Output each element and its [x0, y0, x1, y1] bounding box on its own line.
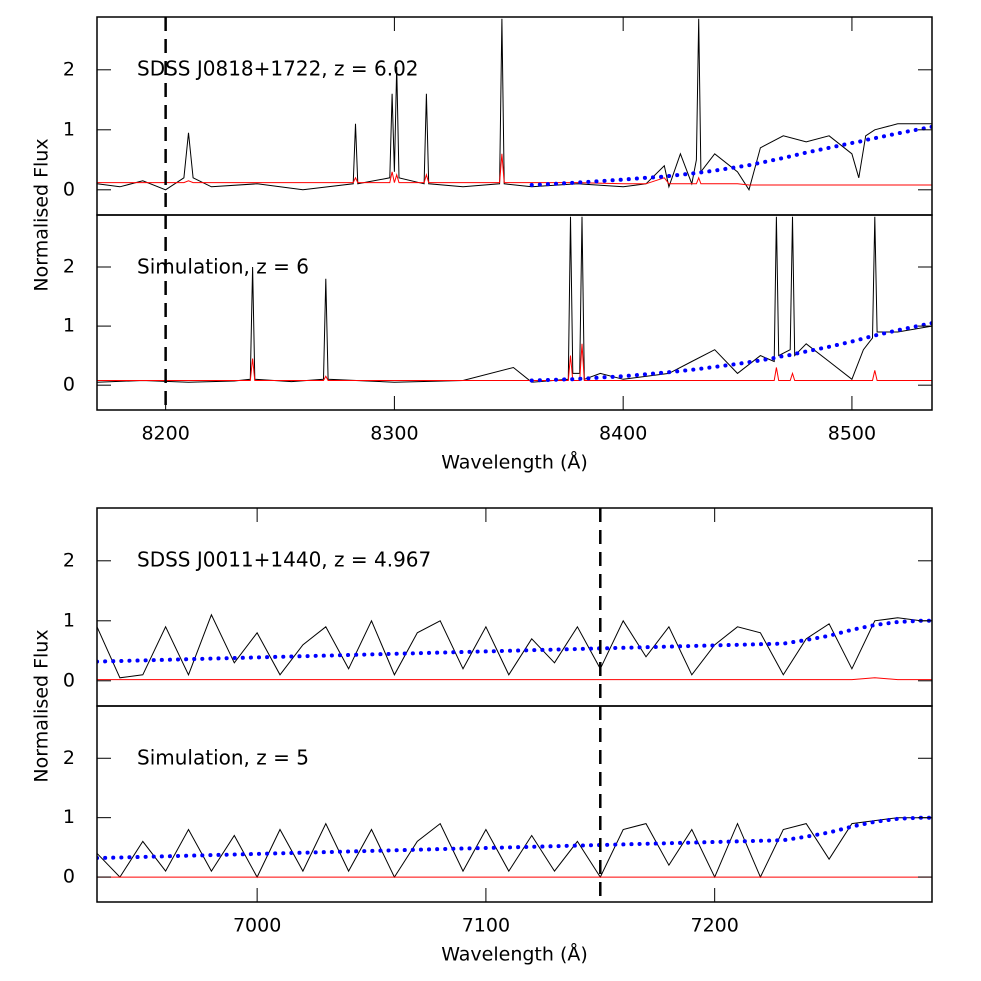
x-tick-label: 8300	[370, 423, 418, 445]
spectrum-line	[97, 815, 932, 860]
annotation: SDSS J0011+1440, z = 4.967	[137, 548, 431, 572]
x-axis-label: Wavelength (Å)	[441, 451, 588, 474]
plot-frame	[96, 705, 933, 903]
plot-frame	[96, 214, 933, 411]
annotation: SDSS J0818+1722, z = 6.02	[137, 57, 419, 81]
y-tick-label: 0	[63, 866, 75, 888]
y-axis-label: Normalised Flux	[31, 138, 53, 291]
spectrum-line	[97, 153, 932, 186]
x-tick-label: 8500	[828, 423, 876, 445]
spectrum-line	[97, 343, 932, 381]
y-tick-label: 1	[63, 118, 75, 140]
spectrum-line	[97, 18, 932, 192]
spectrum-line	[529, 124, 932, 187]
spectrum-line	[97, 817, 932, 879]
y-tick-label: 0	[63, 669, 75, 691]
y-tick-label: 2	[63, 256, 75, 278]
x-tick-label: 7000	[233, 915, 281, 937]
y-axis-label: Normalised Flux	[31, 629, 53, 782]
x-tick-label: 8400	[599, 423, 647, 445]
plot-frame	[96, 507, 933, 707]
annotation: Simulation, z = 6	[137, 255, 309, 279]
x-tick-label: 7200	[690, 915, 738, 937]
y-tick-label: 0	[63, 374, 75, 396]
y-tick-label: 2	[63, 747, 75, 769]
x-tick-label: 8200	[141, 423, 189, 445]
spectrum-line	[97, 613, 932, 679]
y-tick-label: 2	[63, 549, 75, 571]
y-tick-label: 1	[63, 609, 75, 631]
y-tick-label: 2	[63, 58, 75, 80]
spectrum-line	[97, 677, 932, 681]
x-tick-label: 7100	[462, 915, 510, 937]
spectrum-line	[529, 321, 932, 383]
y-tick-label: 1	[63, 806, 75, 828]
spectrum-line	[97, 216, 932, 383]
annotation: Simulation, z = 5	[137, 746, 309, 770]
y-tick-label: 1	[63, 315, 75, 337]
x-axis-label: Wavelength (Å)	[441, 943, 588, 966]
y-tick-label: 0	[63, 178, 75, 200]
spectrum-line	[97, 618, 932, 664]
